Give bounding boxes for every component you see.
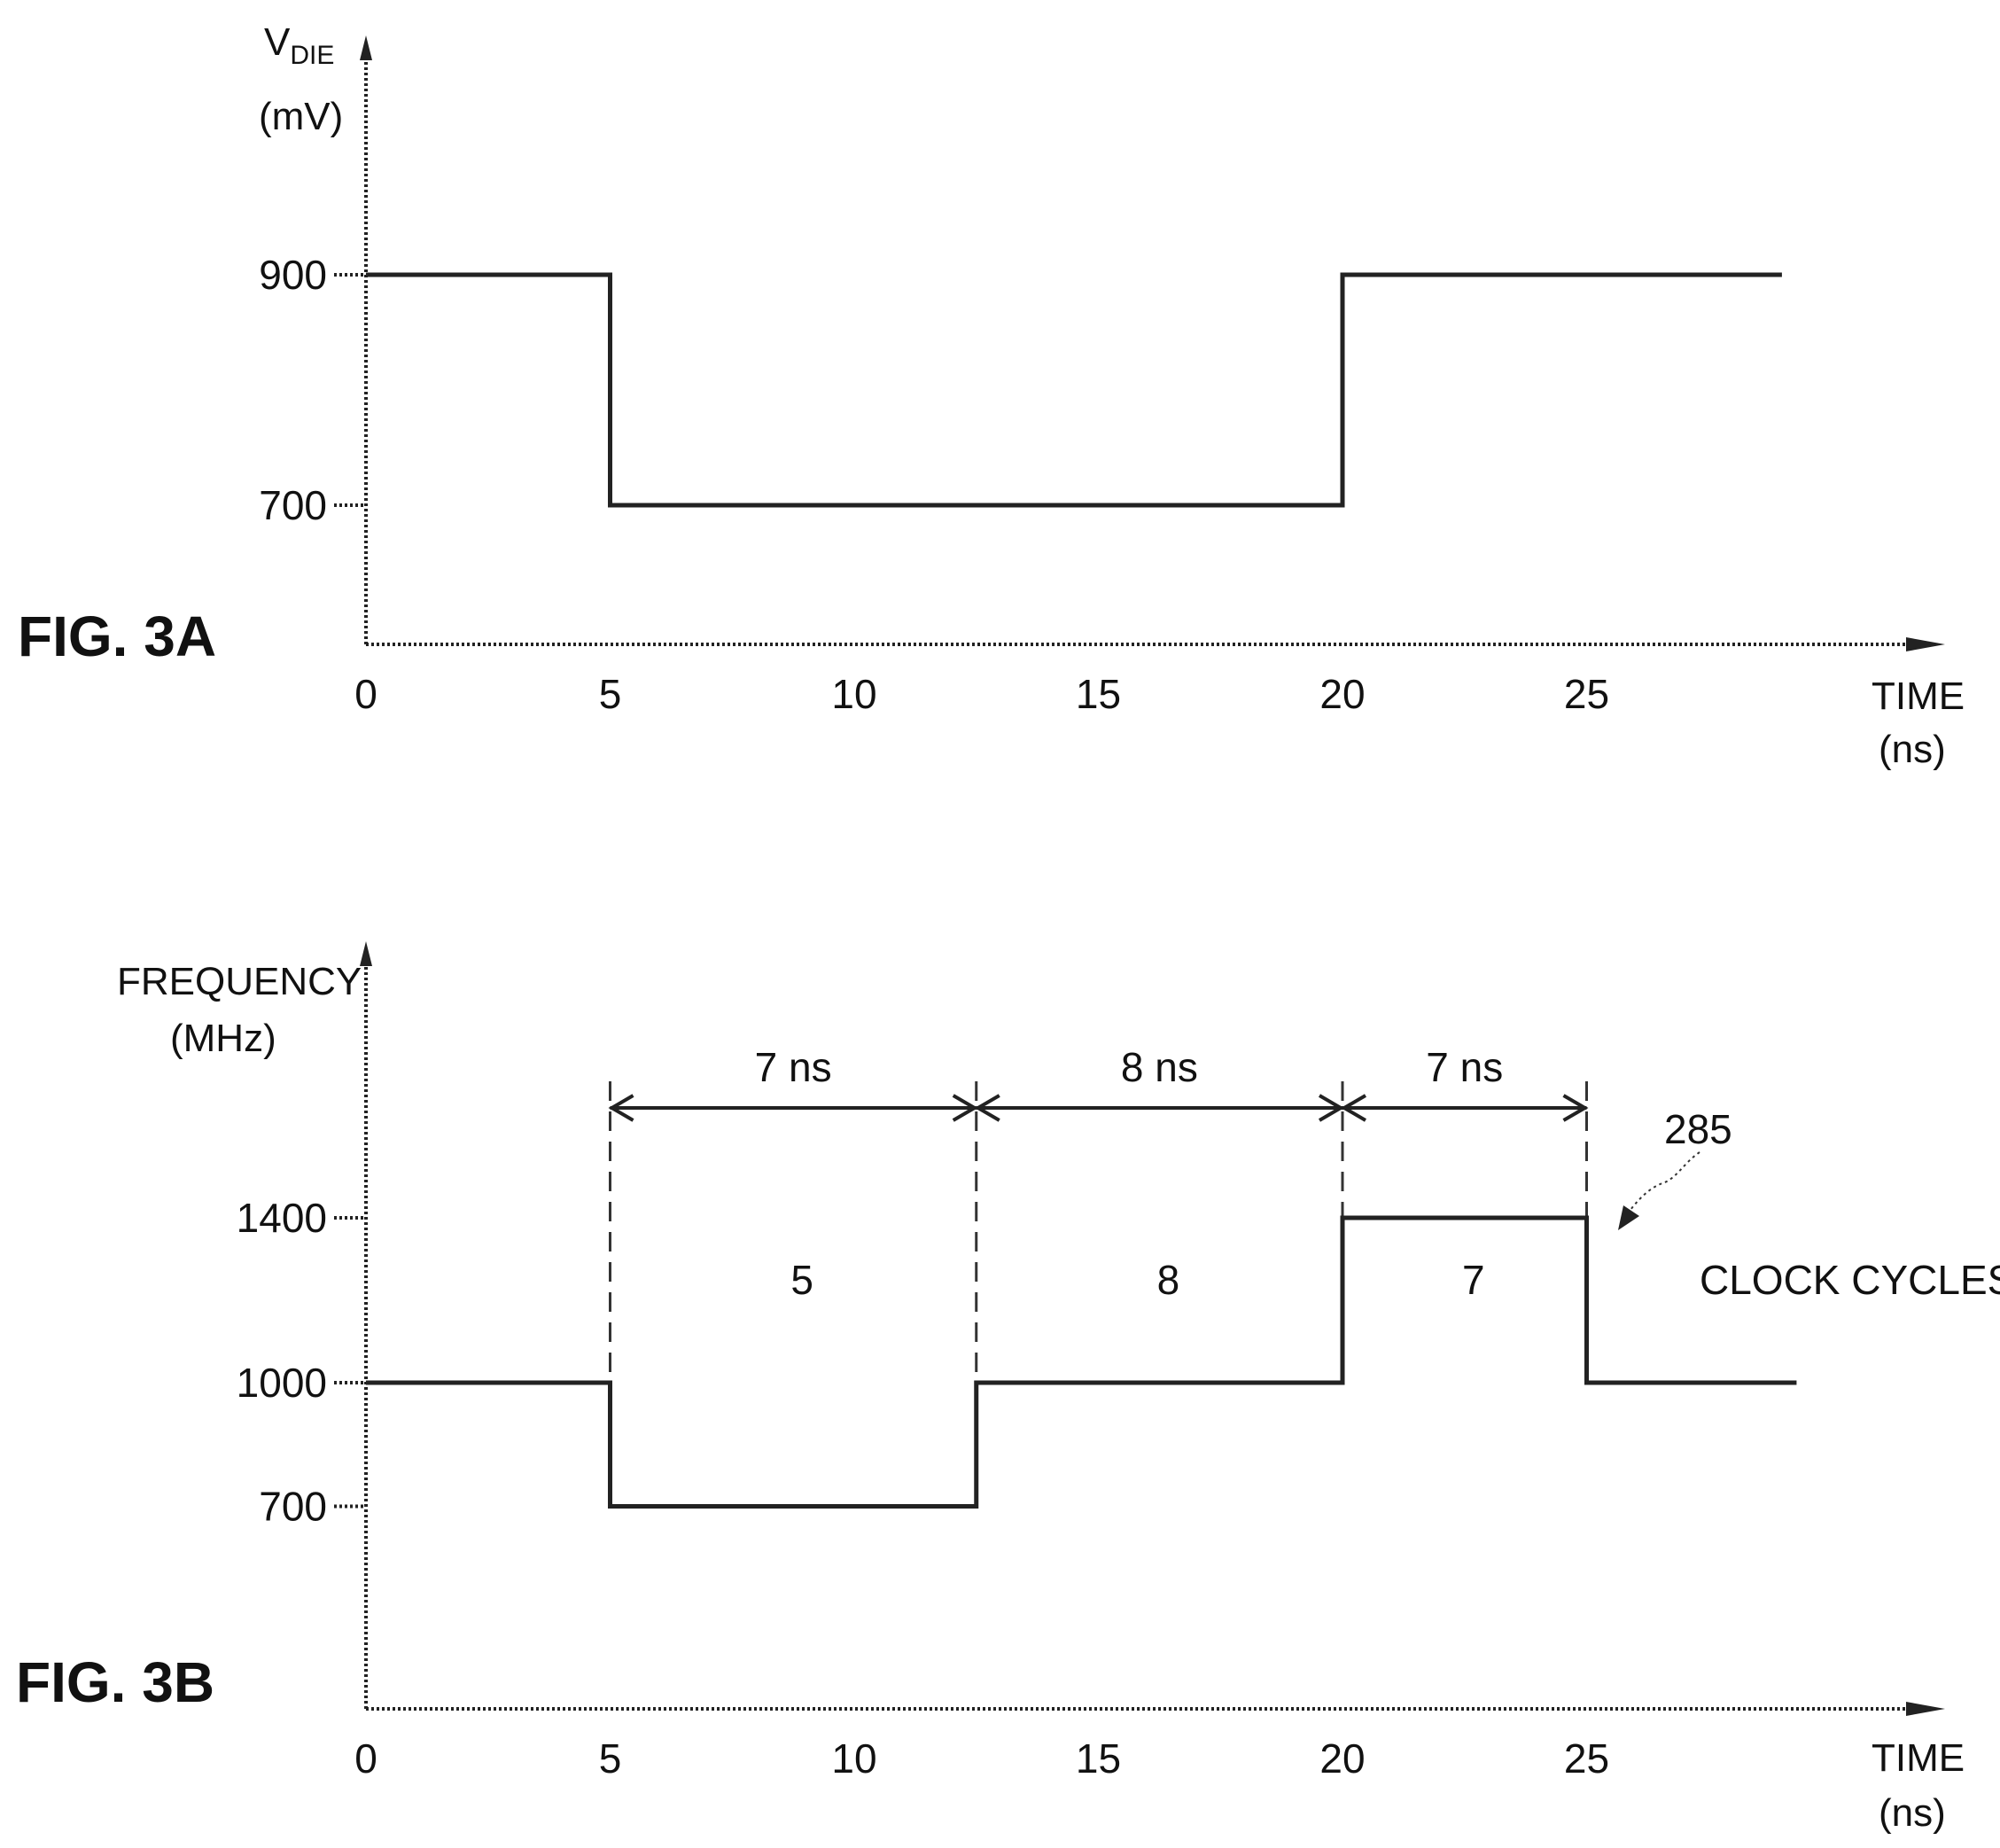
reference-leader-line xyxy=(1630,1151,1700,1211)
fig-3b-y-tick-label: 700 xyxy=(259,1484,327,1530)
interval-arrow-right xyxy=(952,1094,978,1122)
fig-3a-axes xyxy=(360,35,1945,651)
interval-cycle-count: 8 xyxy=(1157,1257,1180,1303)
fig-3b-series-line xyxy=(366,1215,1797,1509)
fig-3a-y-axis-arrow xyxy=(360,35,372,60)
fig-3a-series xyxy=(366,272,1782,508)
fig-3b-x-tick-label: 5 xyxy=(599,1735,622,1782)
interval-arrow-right xyxy=(1562,1094,1589,1122)
fig-3a-x-tick-label: 0 xyxy=(354,671,377,717)
fig-3a-ylabel-main: V xyxy=(264,20,291,64)
fig-3b-label: FIG. 3B xyxy=(16,1650,214,1714)
fig-3a-ylabel: VDIE xyxy=(264,20,334,70)
reference-leader-arrow xyxy=(1618,1205,1639,1230)
fig-3b-axes xyxy=(360,941,1945,1716)
interval-cycle-count: 5 xyxy=(790,1257,813,1303)
fig-3a-xlabel-unit: (ns) xyxy=(1879,728,1946,771)
fig-3a-y-tick-label: 700 xyxy=(259,482,327,528)
fig-3a-x-tick-label: 10 xyxy=(831,671,876,717)
fig-3a-x-tick-label: 15 xyxy=(1076,671,1121,717)
fig-3b-y-tick-label: 1000 xyxy=(237,1360,327,1406)
fig-3b-xlabel-unit: (ns) xyxy=(1879,1791,1946,1835)
clock-cycles-label: CLOCK CYCLES xyxy=(1700,1257,2000,1303)
interval-duration-label: 7 ns xyxy=(1426,1044,1503,1090)
fig-3a-series-line xyxy=(366,272,1782,508)
fig-3b-y-axis-arrow xyxy=(360,941,372,966)
fig-3b-x-tick-label: 20 xyxy=(1319,1735,1365,1782)
fig-3a-x-tick-label: 5 xyxy=(599,671,622,717)
fig-3b-chart: FIG. 3B FREQUENCY (MHz) TIME (ns) 285 CL… xyxy=(16,941,2000,1835)
fig-3b-x-tick-label: 0 xyxy=(354,1735,377,1782)
fig-3b-x-tick-label: 25 xyxy=(1564,1735,1609,1782)
fig-3b-y-tick-label: 1400 xyxy=(237,1195,327,1241)
fig-3a-x-tick-label: 20 xyxy=(1319,671,1365,717)
fig-3b-series xyxy=(366,1215,1797,1509)
interval-arrow-left xyxy=(1341,1094,1367,1122)
fig-3a-ylabel-unit: (mV) xyxy=(259,95,343,138)
fig-3a-chart: FIG. 3A VDIE (mV) TIME (ns) 0 5 10 15 20 25 70… xyxy=(18,20,1965,771)
fig-3b-xlabel: TIME xyxy=(1872,1736,1965,1780)
fig-3b-intervals: 7 ns 5 8 ns 8 7 ns 7 xyxy=(608,1044,1589,1507)
fig-3b-ylabel: FREQUENCY xyxy=(117,960,362,1003)
fig-3b-x-tick-label: 15 xyxy=(1076,1735,1121,1782)
fig-3b-x-axis-arrow xyxy=(1906,1702,1945,1716)
fig-3a-x-axis-arrow xyxy=(1906,637,1945,651)
reference-numeral-285: 285 xyxy=(1664,1106,1732,1152)
fig-3a-xlabel: TIME xyxy=(1872,674,1965,718)
interval-duration-label: 7 ns xyxy=(755,1044,832,1090)
fig-3a-y-tick-label: 900 xyxy=(259,252,327,298)
interval-cycle-count: 7 xyxy=(1462,1257,1485,1303)
interval-arrow-left xyxy=(608,1094,634,1122)
fig-3b-x-tick-label: 10 xyxy=(831,1735,876,1782)
fig-3a-label: FIG. 3A xyxy=(18,604,216,668)
fig-3b-ticks: 0 5 10 15 20 25 700 1000 1400 xyxy=(237,1195,1609,1782)
interval-arrow-left xyxy=(974,1094,1000,1122)
interval-arrow-right xyxy=(1318,1094,1344,1122)
interval-duration-label: 8 ns xyxy=(1121,1044,1198,1090)
fig-3a-ylabel-sub: DIE xyxy=(290,41,334,70)
fig-3a-ticks: 0 5 10 15 20 25 700 900 xyxy=(259,252,1609,717)
fig-3a-x-tick-label: 25 xyxy=(1564,671,1609,717)
fig-3b-ylabel-unit: (MHz) xyxy=(170,1017,276,1060)
